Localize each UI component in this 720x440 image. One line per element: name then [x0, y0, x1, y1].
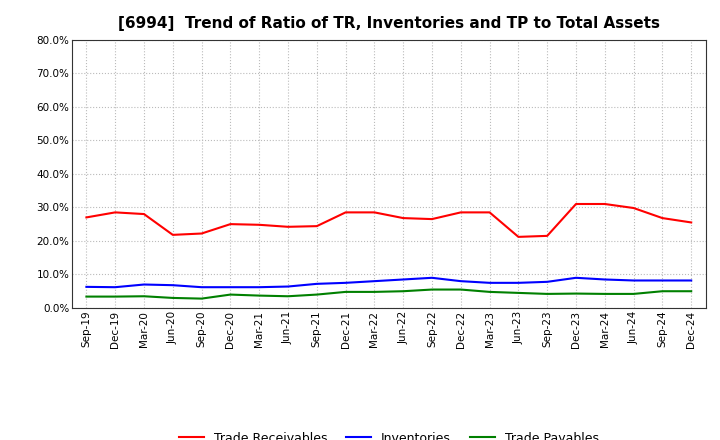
Inventories: [629, 278, 638, 283]
Inventories: [82, 284, 91, 290]
Trade Receivables: [341, 210, 350, 215]
Inventories: [428, 275, 436, 280]
Trade Receivables: [226, 221, 235, 227]
Inventories: [341, 280, 350, 286]
Inventories: [370, 279, 379, 284]
Inventories: [572, 275, 580, 280]
Trade Payables: [140, 293, 148, 299]
Trade Payables: [456, 287, 465, 292]
Trade Payables: [399, 289, 408, 294]
Trade Receivables: [255, 222, 264, 227]
Trade Payables: [312, 292, 321, 297]
Trade Payables: [572, 291, 580, 296]
Trade Payables: [197, 296, 206, 301]
Trade Payables: [600, 291, 609, 297]
Trade Payables: [514, 290, 523, 296]
Trade Payables: [629, 291, 638, 297]
Inventories: [197, 285, 206, 290]
Line: Trade Receivables: Trade Receivables: [86, 204, 691, 237]
Trade Receivables: [82, 215, 91, 220]
Trade Receivables: [629, 205, 638, 211]
Trade Payables: [341, 289, 350, 294]
Inventories: [399, 277, 408, 282]
Trade Payables: [226, 292, 235, 297]
Trade Receivables: [456, 210, 465, 215]
Trade Receivables: [370, 210, 379, 215]
Inventories: [658, 278, 667, 283]
Trade Receivables: [600, 202, 609, 207]
Trade Payables: [370, 289, 379, 294]
Inventories: [255, 285, 264, 290]
Trade Payables: [168, 295, 177, 301]
Trade Payables: [543, 291, 552, 297]
Inventories: [600, 277, 609, 282]
Trade Payables: [687, 289, 696, 294]
Trade Receivables: [197, 231, 206, 236]
Trade Receivables: [168, 232, 177, 238]
Trade Receivables: [514, 234, 523, 239]
Trade Receivables: [687, 220, 696, 225]
Trade Payables: [255, 293, 264, 298]
Trade Receivables: [572, 202, 580, 207]
Inventories: [168, 282, 177, 288]
Inventories: [543, 279, 552, 285]
Inventories: [284, 284, 292, 289]
Line: Trade Payables: Trade Payables: [86, 290, 691, 299]
Inventories: [456, 279, 465, 284]
Inventories: [140, 282, 148, 287]
Inventories: [226, 285, 235, 290]
Legend: Trade Receivables, Inventories, Trade Payables: Trade Receivables, Inventories, Trade Pa…: [174, 427, 604, 440]
Trade Payables: [428, 287, 436, 292]
Trade Receivables: [399, 216, 408, 221]
Trade Payables: [284, 293, 292, 299]
Trade Receivables: [543, 233, 552, 238]
Trade Receivables: [485, 210, 494, 215]
Inventories: [485, 280, 494, 286]
Line: Inventories: Inventories: [86, 278, 691, 287]
Title: [6994]  Trend of Ratio of TR, Inventories and TP to Total Assets: [6994] Trend of Ratio of TR, Inventories…: [118, 16, 660, 32]
Trade Receivables: [658, 216, 667, 221]
Inventories: [111, 285, 120, 290]
Trade Receivables: [428, 216, 436, 222]
Trade Payables: [658, 289, 667, 294]
Inventories: [514, 280, 523, 286]
Trade Payables: [111, 294, 120, 299]
Inventories: [687, 278, 696, 283]
Trade Receivables: [140, 211, 148, 216]
Trade Receivables: [312, 224, 321, 229]
Inventories: [312, 281, 321, 286]
Trade Receivables: [284, 224, 292, 229]
Trade Payables: [485, 289, 494, 294]
Trade Payables: [82, 294, 91, 299]
Trade Receivables: [111, 210, 120, 215]
